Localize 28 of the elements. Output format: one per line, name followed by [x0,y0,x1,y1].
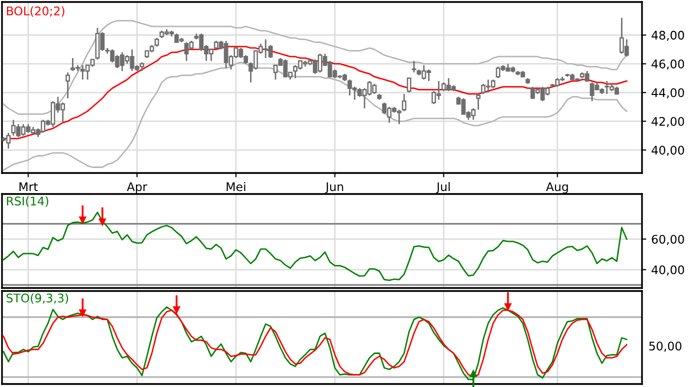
point [469,369,478,378]
candlestick [406,77,412,94]
y-tick-label: 40,00 [652,146,684,156]
candlestick [6,132,11,150]
point [504,303,512,312]
candlestick [412,60,416,74]
y-tick-label: 48,00 [652,30,684,41]
point [78,309,87,318]
candlestick [402,93,406,112]
text: 50,00 [649,342,682,352]
x-tick-label: Jul [436,182,450,194]
y-tick-label: 44,00 [652,88,684,98]
y-tick-label: 46,00 [652,60,684,70]
candlestick [66,72,70,99]
y-tick-label: 60,00 [652,234,684,245]
series-label: STO(9,3,3) [6,293,68,304]
text: RSI(14) [7,196,48,207]
x-tick-label: Mrt [20,182,38,191]
y-tick-label: 42,00 [652,116,684,128]
y-tick-label: 40,00 [652,265,684,276]
x-tick-label: Apr [126,182,148,194]
x-tick-label: Mei [226,182,246,192]
candlestick [476,93,480,110]
line-series [2,212,628,282]
x-tick-label: Jun [325,182,344,194]
x-tick-label: Aug [546,182,568,194]
point [172,306,181,314]
text: BOL(20;2) [7,6,64,17]
